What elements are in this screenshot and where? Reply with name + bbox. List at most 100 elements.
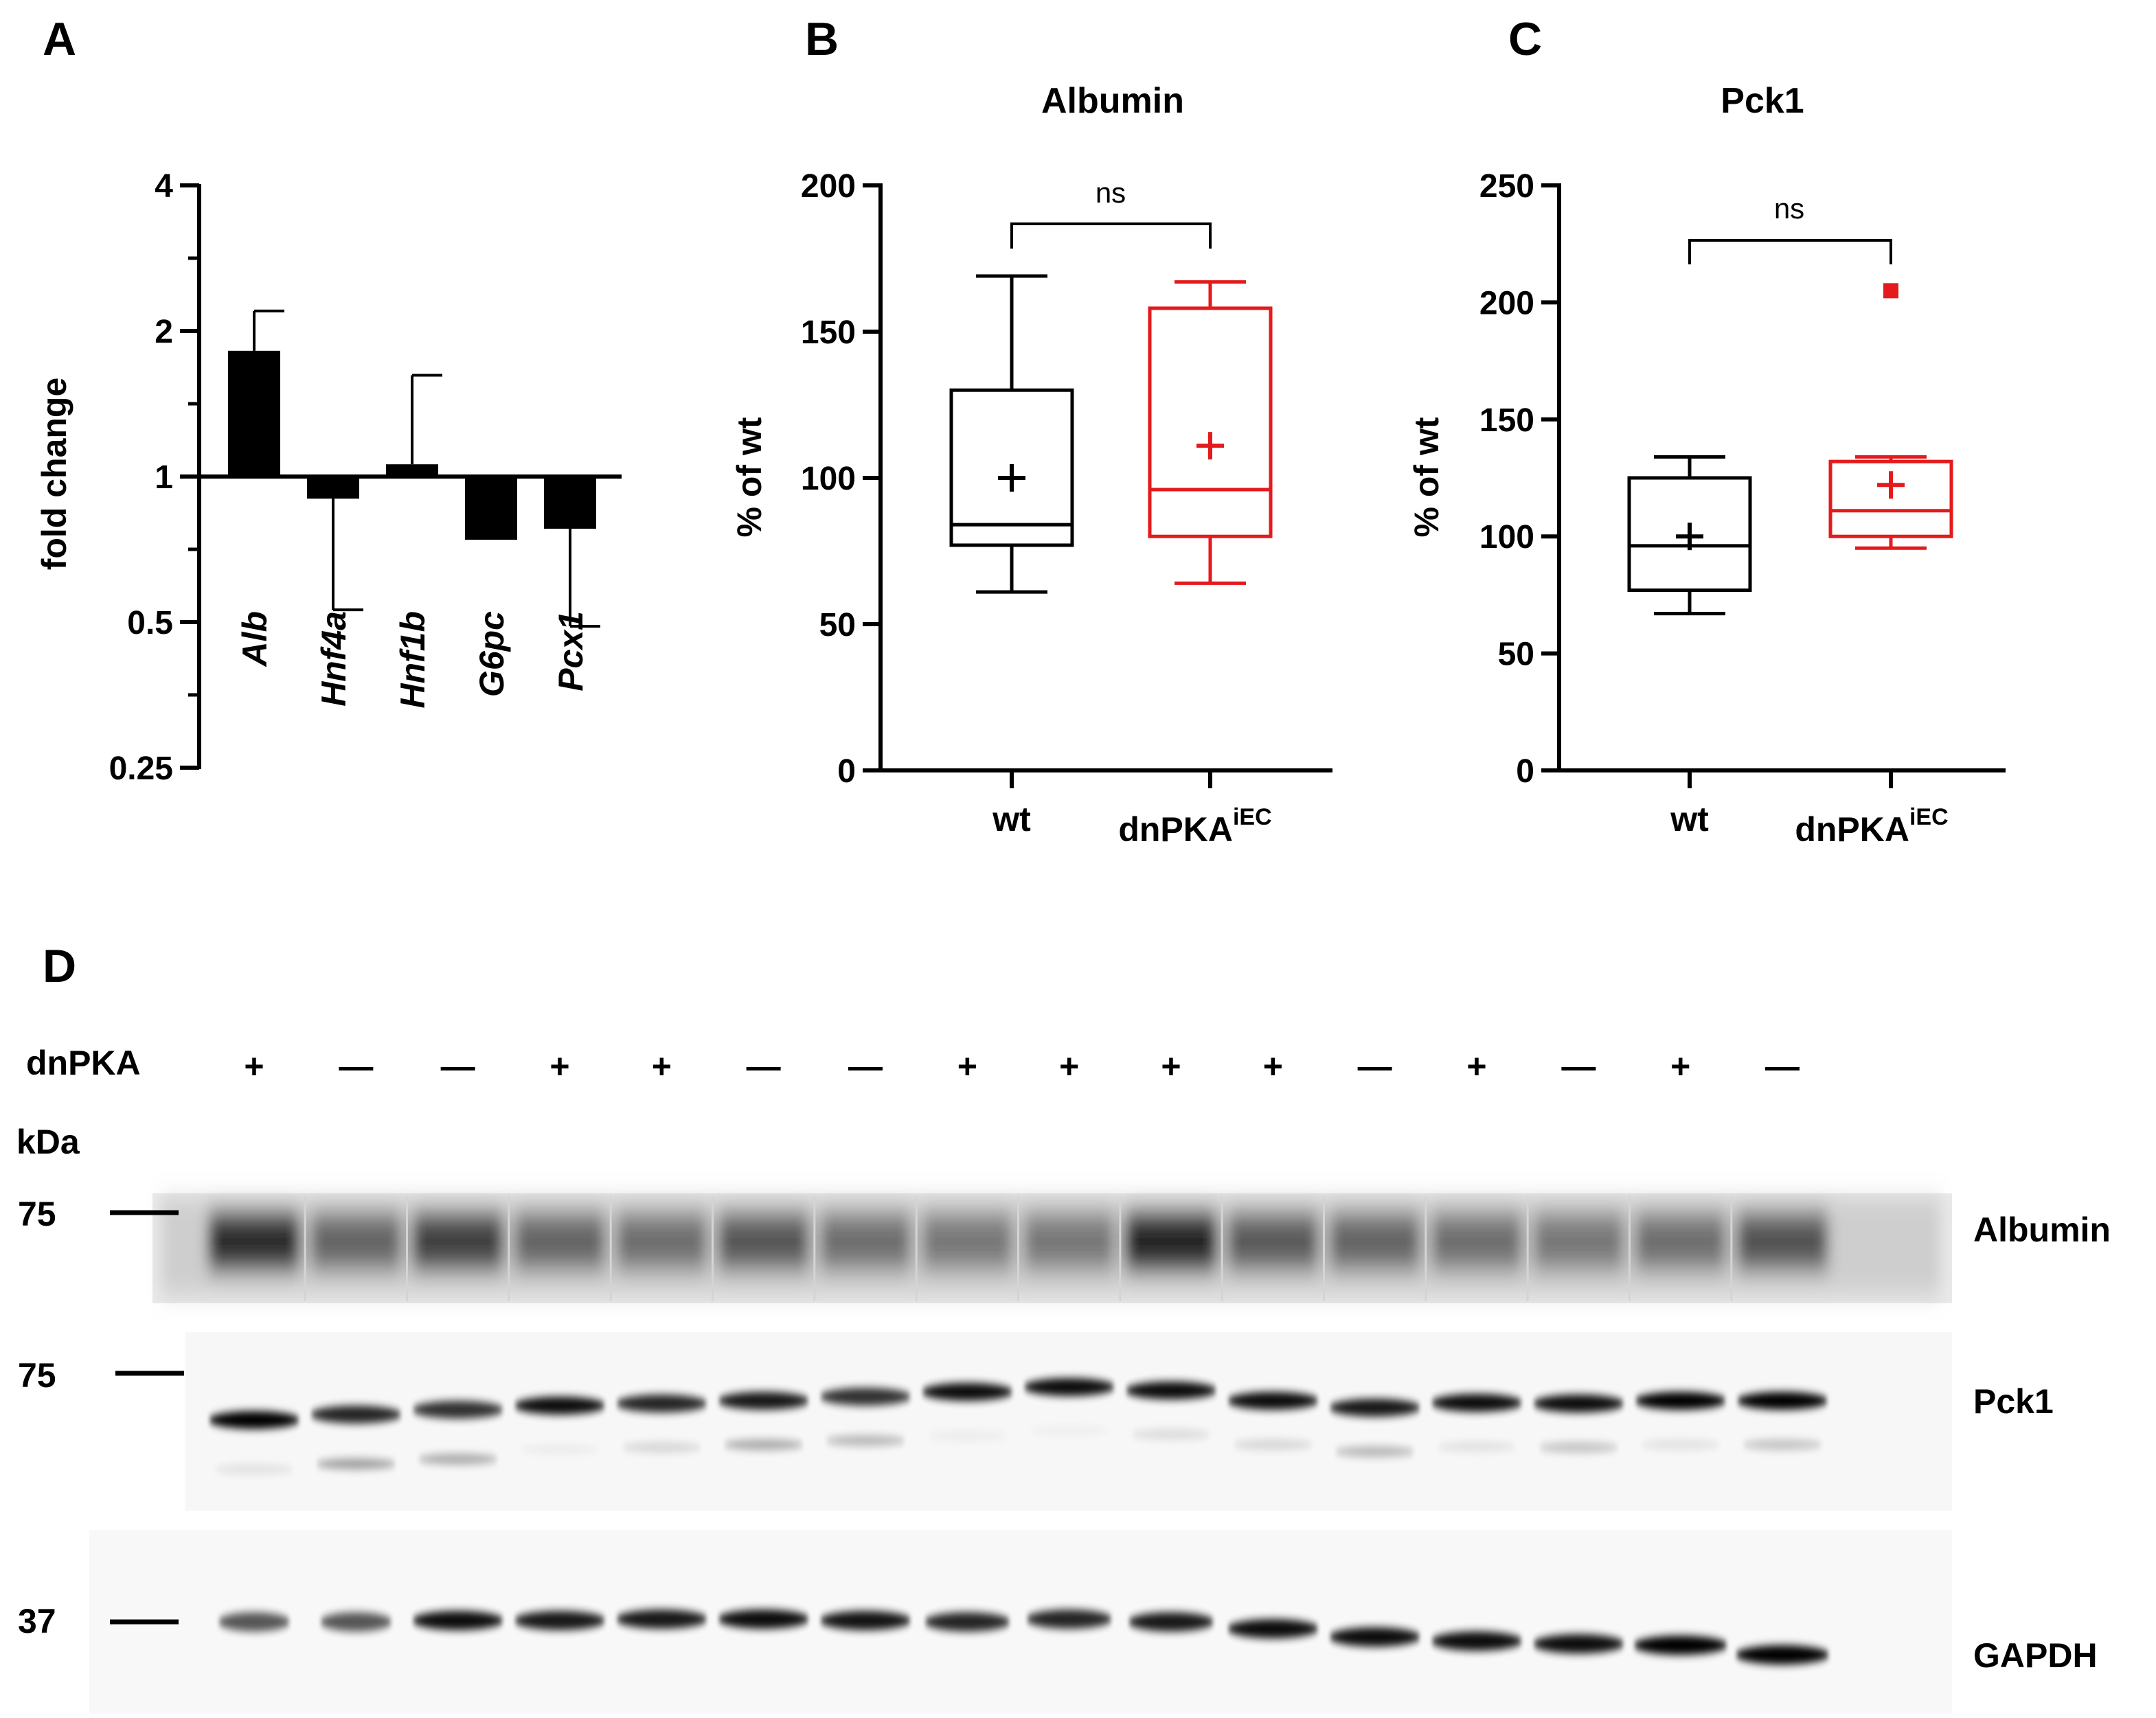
pck1-lower-band	[214, 1464, 294, 1475]
lane-sign: +	[652, 1047, 672, 1086]
panel-c-xlabel-wt: wt	[1670, 800, 1709, 838]
albumin-lane-separators	[304, 1196, 1733, 1301]
category-label-pcx1: Pcx1	[552, 611, 590, 691]
pck1-band	[1023, 1378, 1115, 1396]
gapdh-band	[1128, 1612, 1214, 1631]
gapdh-band	[820, 1611, 911, 1630]
lane-sign: +	[1263, 1047, 1283, 1086]
pck1-lower-band	[622, 1442, 702, 1453]
pck1-band	[820, 1388, 911, 1406]
gapdh-band	[412, 1611, 503, 1630]
lane-genotype-row: + — — + + — — + + + + — + — + —	[244, 1047, 1800, 1086]
ytick-label: 200	[801, 168, 856, 205]
pck1-band	[209, 1411, 299, 1429]
ytick-label: 100	[1479, 519, 1534, 556]
ytick-label: 100	[801, 461, 856, 497]
kda-label: kDa	[16, 1123, 80, 1161]
gapdh-band	[1329, 1627, 1420, 1647]
band-label-pck1: Pck1	[1973, 1382, 2054, 1421]
panel-a-ylabel: fold change	[35, 378, 73, 571]
panel-a: A fold change 4 2 1 0.5 0.25 Alb Hnf4a Hnf1b G6…	[35, 13, 622, 787]
panel-c-significance: ns	[1688, 192, 1892, 264]
pck1-lower-band	[1131, 1429, 1211, 1440]
gapdh-band	[514, 1611, 605, 1630]
lane-sign: —	[1358, 1047, 1392, 1086]
panel-c-title: Pck1	[1721, 81, 1804, 121]
albumin-band	[310, 1214, 402, 1269]
category-label-alb: Alb	[236, 611, 274, 668]
pck1-lower-band	[723, 1439, 804, 1450]
gapdh-band	[1431, 1631, 1522, 1651]
gapdh-band	[320, 1612, 392, 1631]
panel-b-xlabel-wt: wt	[992, 800, 1031, 838]
lane-sign: +	[1059, 1047, 1079, 1086]
gapdh-band	[1533, 1634, 1624, 1653]
panel-b-significance: ns	[1010, 176, 1212, 249]
ytick-label: 150	[801, 314, 856, 351]
gapdh-band	[218, 1612, 290, 1631]
albumin-band	[209, 1214, 299, 1269]
ytick-label: 0	[1516, 753, 1534, 790]
pck1-band	[1737, 1392, 1828, 1410]
albumin-band	[718, 1214, 809, 1269]
ytick-label: 150	[1479, 402, 1534, 439]
gapdh-band	[924, 1612, 1010, 1631]
gapdh-band	[718, 1610, 809, 1629]
albumin-band	[1737, 1214, 1828, 1269]
significance-bracket	[1010, 222, 1212, 249]
albumin-band	[1126, 1214, 1216, 1269]
band-label-gapdh: GAPDH	[1973, 1636, 2098, 1675]
albumin-band	[514, 1214, 605, 1269]
pck1-lower-band	[826, 1435, 905, 1446]
pck1-lower-band	[1743, 1439, 1822, 1450]
albumin-band	[1023, 1214, 1115, 1269]
significance-label: ns	[1096, 176, 1126, 209]
lane-sign: —	[848, 1047, 883, 1086]
panel-b-plot: 0 50 100 150 200	[801, 168, 1332, 790]
albumin-band	[922, 1214, 1013, 1269]
lane-sign: +	[957, 1047, 977, 1086]
panel-a-yaxis: 4 2 1 0.5 0.25	[109, 168, 201, 787]
panel-a-ytick-label: 1	[155, 459, 173, 496]
significance-label: ns	[1774, 192, 1804, 225]
panel-a-categories: Alb Hnf4a Hnf1b G6pc Pcx1	[236, 611, 590, 709]
category-label-hnf1b: Hnf1b	[394, 611, 432, 709]
lane-sign: —	[339, 1047, 373, 1086]
albumin-band	[1329, 1214, 1420, 1269]
pck1-band	[1227, 1392, 1319, 1410]
ytick-label: 50	[1498, 637, 1534, 673]
panel-label-c: C	[1508, 13, 1542, 65]
pck1-lower-band	[1640, 1439, 1721, 1450]
bar-alb	[228, 350, 280, 477]
significance-bracket	[1688, 239, 1892, 264]
albumin-band	[616, 1214, 707, 1269]
lane-sign: —	[1765, 1047, 1800, 1086]
panel-d: D dnPKA kDa + — — + + — — + + + + — + — + — 75 75 37 Al…	[16, 940, 2111, 1714]
pck1-band	[1533, 1395, 1624, 1412]
lane-sign: —	[441, 1047, 475, 1086]
gapdh-band	[1227, 1619, 1319, 1638]
pck1-lower-band	[1335, 1446, 1415, 1457]
albumin-band	[412, 1214, 503, 1269]
pck1-bands	[209, 1378, 1828, 1475]
panel-a-ytick-label: 4	[155, 168, 173, 205]
gapdh-band	[1633, 1636, 1727, 1655]
albumin-band	[1635, 1214, 1726, 1269]
pck1-band	[922, 1383, 1013, 1401]
marker-label-37-gapdh: 37	[18, 1602, 56, 1640]
lane-sign: +	[1466, 1047, 1486, 1086]
ytick-label: 50	[819, 607, 856, 643]
panel-b-xlabel-dnpka: dnPKAiEC	[1118, 804, 1271, 849]
box-iqr	[1148, 306, 1273, 538]
pck1-membrane	[185, 1332, 1952, 1511]
dnpka-row-label: dnPKA	[26, 1044, 141, 1082]
pck1-lower-band	[418, 1454, 498, 1465]
pck1-band	[1329, 1399, 1420, 1417]
albumin-band	[1533, 1214, 1624, 1269]
gapdh-bands	[218, 1610, 1829, 1664]
pck1-lower-band	[1030, 1425, 1109, 1436]
box-dnpka	[1828, 283, 1953, 550]
box-wt	[1627, 455, 1752, 616]
bar-g6pc	[465, 477, 517, 540]
